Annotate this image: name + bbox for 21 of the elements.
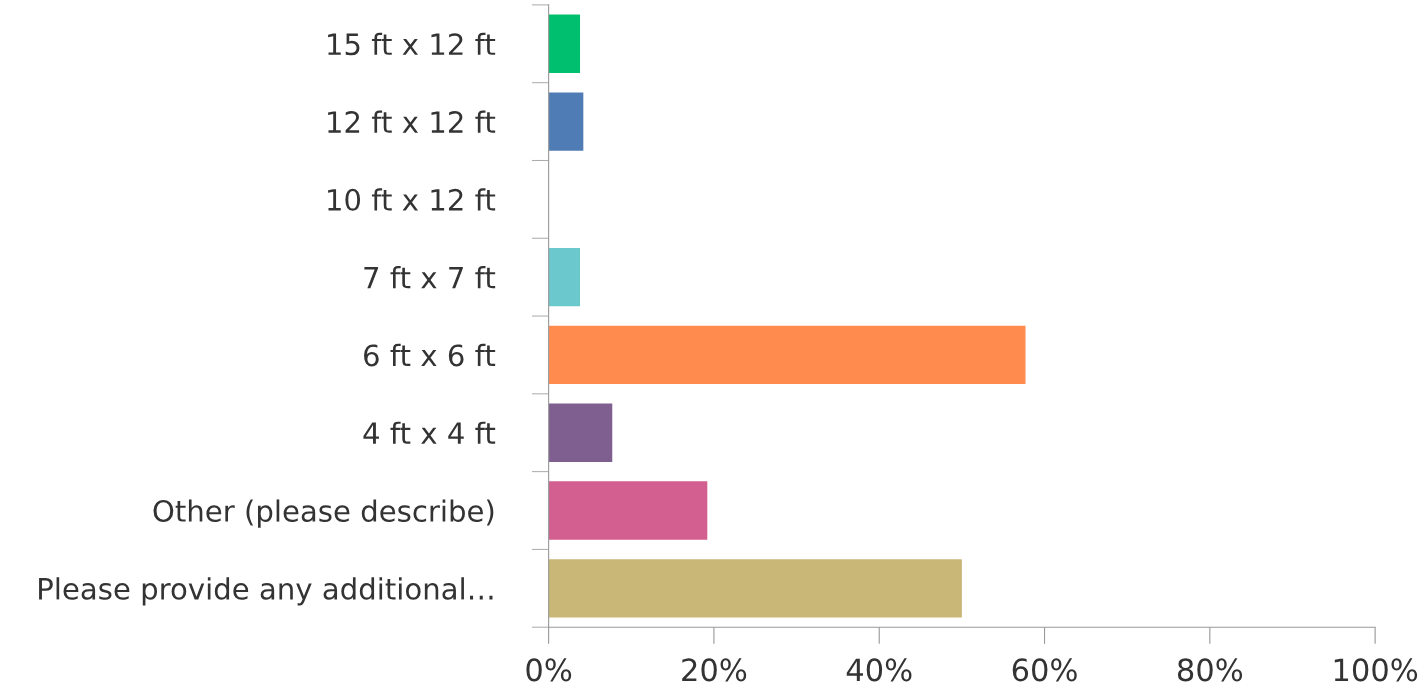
x-tick-label: 60% bbox=[1012, 658, 1077, 682]
y-tick-label: 6 ft x 6 ft bbox=[364, 343, 496, 367]
y-tick-label: 10 ft x 12 ft bbox=[328, 188, 496, 211]
bar bbox=[548, 325, 1026, 385]
y-tick-label: 4 ft x 4 ft bbox=[363, 421, 496, 444]
bar bbox=[548, 92, 584, 151]
y-tick-label: Please provide any additional… bbox=[39, 577, 493, 606]
y-tick-label: 15 ft x 12 ft bbox=[328, 32, 496, 56]
y-tick-label: Other (please describe) bbox=[153, 499, 494, 528]
x-tick-label: 80% bbox=[1177, 658, 1243, 682]
x-tick-label: 20% bbox=[682, 658, 747, 682]
y-tick-label: 7 ft x 7 ft bbox=[364, 266, 496, 289]
x-tick-label: 40% bbox=[846, 658, 912, 682]
bar bbox=[548, 559, 962, 618]
bar bbox=[548, 14, 581, 73]
x-tick-label: 0% bbox=[526, 658, 572, 682]
bar bbox=[548, 403, 613, 462]
y-tick-label: 12 ft x 12 ft bbox=[328, 110, 496, 133]
bar bbox=[548, 247, 581, 307]
bar bbox=[548, 481, 708, 540]
x-tick-label: 100% bbox=[1334, 658, 1418, 682]
